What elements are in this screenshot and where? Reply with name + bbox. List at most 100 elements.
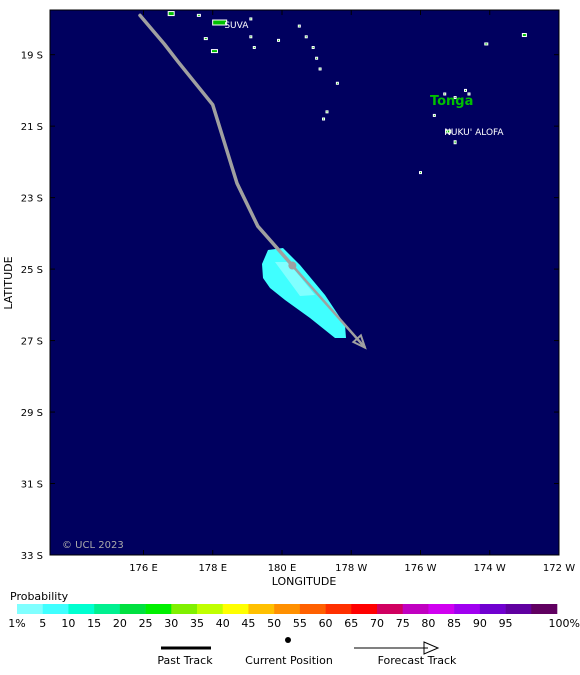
scale-swatch	[351, 604, 378, 614]
island-icon	[249, 35, 253, 39]
scale-label: 15	[87, 617, 101, 630]
probability-scale	[17, 604, 558, 614]
scale-swatch	[325, 604, 352, 614]
current-position-marker	[288, 261, 297, 270]
island-icon	[210, 49, 218, 54]
x-axis-label: LONGITUDE	[272, 575, 337, 588]
island-icon	[196, 13, 201, 17]
scale-label: 100%	[549, 617, 580, 630]
island-icon	[252, 46, 256, 50]
scale-swatch	[402, 604, 429, 614]
x-tick-label: 178 E	[198, 563, 227, 574]
scale-label: 90	[473, 617, 487, 630]
x-tick-label: 174 W	[474, 563, 506, 574]
map-axes: 176 E 178 E 180 E 178 W 176 W 174 W 172 W 19 S 2…	[21, 9, 575, 574]
scale-label: 35	[190, 617, 204, 630]
y-tick-label: 33 S	[21, 551, 43, 562]
past-track-line	[138, 13, 295, 268]
copyright-text: © UCL 2023	[62, 540, 124, 551]
legend-title: Probability	[10, 590, 69, 603]
island-icon	[418, 171, 422, 175]
island-icon	[335, 81, 339, 85]
scale-swatch	[299, 604, 326, 614]
scale-swatch	[94, 604, 121, 614]
island-icon	[311, 46, 315, 50]
scale-label: 65	[344, 617, 358, 630]
island-icon	[432, 113, 436, 117]
x-tick-label: 178 W	[335, 563, 367, 574]
island-icon	[315, 56, 319, 60]
current-position-legend-label: Current Position	[245, 654, 333, 667]
scale-swatch	[119, 604, 146, 614]
island-icon	[318, 67, 322, 71]
island-icon	[453, 96, 457, 100]
past-track-legend-label: Past Track	[157, 654, 213, 667]
scale-label: 50	[267, 617, 281, 630]
y-tick-label: 27 S	[21, 337, 43, 348]
place-label: NUKU' ALOFA	[444, 128, 504, 138]
island-icon	[322, 117, 326, 121]
x-tick-label: 172 W	[543, 563, 575, 574]
scale-swatch	[222, 604, 249, 614]
scale-swatch	[17, 604, 44, 614]
x-tick-label: 176 W	[404, 563, 436, 574]
scale-swatch	[145, 604, 172, 614]
island-icon	[453, 140, 457, 145]
y-tick-label: 25 S	[21, 265, 43, 276]
scale-swatch	[428, 604, 455, 614]
probability-scale-labels: 1% 5 10 15 20 25 30 35 40 45 50 55 60 65 70 75 80 85 90 95 1…	[8, 617, 580, 630]
island-icon	[443, 92, 447, 96]
island-icon	[325, 110, 329, 114]
scale-label: 75	[396, 617, 410, 630]
island-icon	[304, 35, 308, 39]
scale-swatch	[248, 604, 275, 614]
scale-swatch	[479, 604, 506, 614]
scale-label: 95	[499, 617, 513, 630]
scale-swatch	[274, 604, 301, 614]
scale-swatch	[454, 604, 481, 614]
y-tick-label: 19 S	[21, 51, 43, 62]
scale-label: 10	[61, 617, 75, 630]
island-icon	[249, 17, 253, 21]
y-tick-label: 31 S	[21, 480, 43, 491]
scale-label: 45	[241, 617, 255, 630]
island-icon	[277, 38, 281, 42]
island-icon	[467, 92, 471, 96]
map-frame	[49, 9, 560, 556]
island-icon	[212, 19, 228, 26]
scale-label: 5	[39, 617, 46, 630]
scale-label: 40	[216, 617, 230, 630]
scale-label: 70	[370, 617, 384, 630]
forecast-track-legend-label: Forecast Track	[378, 654, 457, 667]
y-tick-label: 29 S	[21, 408, 43, 419]
scale-label: 25	[139, 617, 153, 630]
island-icon	[445, 129, 452, 134]
y-tick-label: 23 S	[21, 194, 43, 205]
y-tick-label: 21 S	[21, 122, 43, 133]
scale-label: 20	[113, 617, 127, 630]
scale-swatch	[171, 604, 198, 614]
forecast-track-arrowhead	[351, 333, 367, 350]
country-label: Tonga	[430, 94, 473, 109]
scale-swatch	[531, 604, 558, 614]
x-tick-label: 176 E	[129, 563, 158, 574]
x-tick-label: 180 E	[268, 563, 297, 574]
scale-label: 1%	[8, 617, 25, 630]
forecast-track-line	[291, 264, 367, 349]
scale-label: 80	[421, 617, 435, 630]
forecast-track-legend-arrow	[423, 641, 440, 655]
island-icon	[464, 88, 468, 92]
place-label: SUVA	[224, 21, 249, 31]
scale-swatch	[68, 604, 95, 614]
map-content: SUVA NUKU' ALOFA Tonga	[138, 11, 527, 350]
y-axis-label: LATITUDE	[2, 256, 15, 309]
scale-label: 30	[164, 617, 178, 630]
scale-swatch	[505, 604, 532, 614]
scale-label: 60	[319, 617, 333, 630]
scale-label: 55	[293, 617, 307, 630]
scale-label: 85	[447, 617, 461, 630]
scale-swatch	[42, 604, 69, 614]
island-icon	[521, 33, 527, 38]
island-icon	[297, 24, 301, 28]
